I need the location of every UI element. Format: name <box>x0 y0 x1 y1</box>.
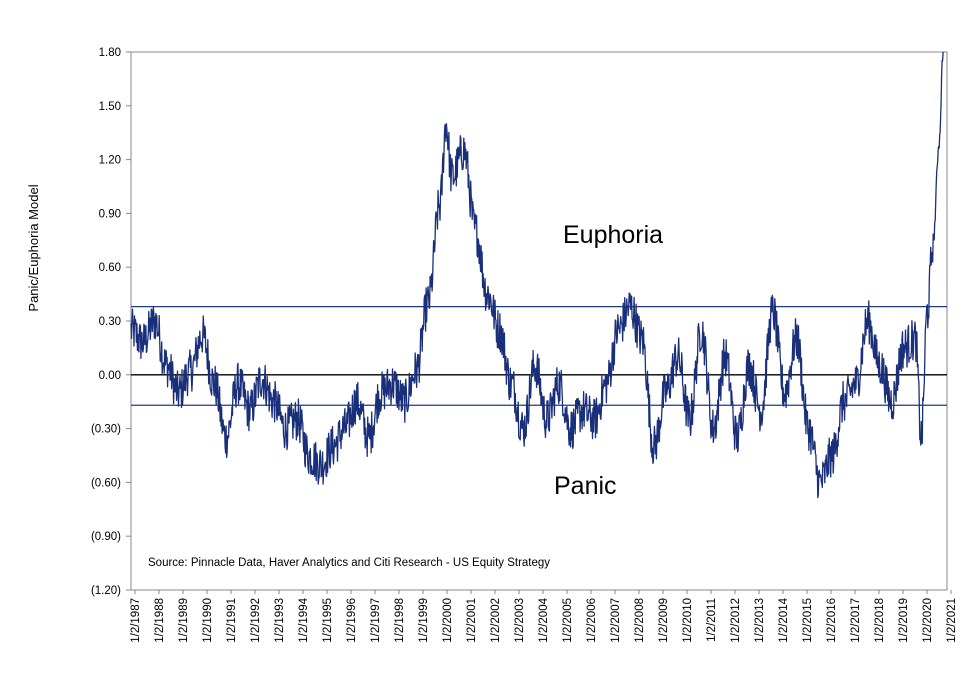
x-tick-label: 1/2/2001 <box>466 598 478 643</box>
y-tick-label: (0.60) <box>91 477 121 489</box>
y-tick-label: 1.50 <box>99 101 121 113</box>
x-tick-label: 1/2/2005 <box>562 598 574 643</box>
source-annotation: Source: Pinnacle Data, Haver Analytics a… <box>148 557 550 569</box>
x-tick-label: 1/2/1992 <box>250 598 262 643</box>
x-tick-label: 1/2/2014 <box>778 597 790 642</box>
x-tick-label: 1/2/1997 <box>370 598 382 643</box>
x-tick-label: 1/2/2015 <box>802 598 814 643</box>
y-axis: 1.80 1.50 1.20 0.90 0.60 0.30 0.00 (0.30) (0.60)… <box>91 47 131 597</box>
series-line <box>130 51 944 499</box>
x-tick-label: 1/2/1998 <box>394 598 406 643</box>
x-tick-label: 1/2/2007 <box>610 598 622 643</box>
x-tick-label: 1/2/1991 <box>226 598 238 643</box>
x-tick-label: 1/2/1995 <box>322 598 334 643</box>
y-tick-label: 0.90 <box>99 208 121 220</box>
x-tick-label: 1/2/1996 <box>346 598 358 643</box>
x-tick-label: 1/2/2010 <box>682 598 694 643</box>
x-tick-label: 1/2/2008 <box>634 598 646 643</box>
y-tick-label: (1.20) <box>91 585 121 597</box>
x-tick-label: 1/2/2002 <box>490 598 502 643</box>
x-tick-label: 1/2/2021 <box>946 598 958 643</box>
x-tick-label: 1/2/2017 <box>850 598 862 643</box>
reference-lines <box>131 306 947 406</box>
x-tick-label: 1/2/1987 <box>130 598 142 643</box>
x-tick-label: 1/2/2004 <box>538 597 550 642</box>
x-tick-label: 1/2/1989 <box>178 598 190 643</box>
x-tick-label: 1/2/2000 <box>442 598 454 643</box>
x-tick-label: 1/2/1993 <box>274 598 286 643</box>
panic-annotation: Panic <box>554 472 617 500</box>
y-tick-label: (0.30) <box>91 424 121 436</box>
y-tick-label: 0.30 <box>99 316 121 328</box>
x-tick-label: 1/2/2020 <box>922 598 934 643</box>
x-tick-label: 1/2/2016 <box>826 598 838 643</box>
euphoria-annotation: Euphoria <box>563 221 663 249</box>
plot-area-frame <box>130 51 948 591</box>
x-tick-label: 1/2/2011 <box>706 598 718 642</box>
x-tick-label: 1/2/2013 <box>754 598 766 643</box>
x-tick-label: 1/2/2003 <box>514 598 526 643</box>
x-tick-label: 1/2/1999 <box>418 598 430 643</box>
x-tick-label: 1/2/1988 <box>154 598 166 643</box>
x-tick-label: 1/2/1990 <box>202 598 214 643</box>
x-tick-label: 1/2/2009 <box>658 598 670 643</box>
y-tick-label: 1.20 <box>99 155 121 167</box>
x-tick-label: 1/2/2019 <box>898 598 910 643</box>
y-axis-label: Panic/Euphoria Model <box>26 184 41 311</box>
series-layer <box>130 51 944 499</box>
y-tick-label: 0.60 <box>99 262 121 274</box>
x-tick-label: 1/2/2006 <box>586 598 598 643</box>
y-tick-label: 1.80 <box>99 47 121 59</box>
y-tick-label: 0.00 <box>99 370 121 382</box>
x-tick-label: 1/2/2012 <box>730 598 742 643</box>
x-axis: 1/2/1987 1/2/1988 1/2/1989 1/2/1990 1/2/1991… <box>130 590 958 643</box>
x-tick-label: 1/2/1994 <box>298 597 310 642</box>
y-tick-label: (0.90) <box>91 531 121 543</box>
x-tick-label: 1/2/2018 <box>874 598 886 643</box>
